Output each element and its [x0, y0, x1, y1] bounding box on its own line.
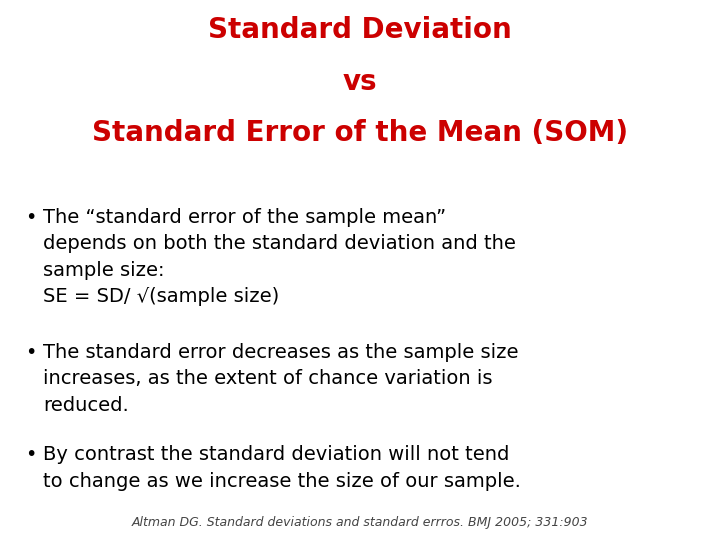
- Text: Standard Deviation: Standard Deviation: [208, 16, 512, 44]
- Text: Standard Error of the Mean (SOM): Standard Error of the Mean (SOM): [92, 119, 628, 147]
- Text: The standard error decreases as the sample size
increases, as the extent of chan: The standard error decreases as the samp…: [43, 343, 518, 415]
- Text: Altman DG. Standard deviations and standard errros. BMJ 2005; 331:903: Altman DG. Standard deviations and stand…: [132, 516, 588, 529]
- Text: The “standard error of the sample mean”
depends on both the standard deviation a: The “standard error of the sample mean” …: [43, 208, 516, 306]
- Text: •: •: [25, 343, 37, 362]
- Text: •: •: [25, 208, 37, 227]
- Text: vs: vs: [343, 68, 377, 96]
- Text: By contrast the standard deviation will not tend
to change as we increase the si: By contrast the standard deviation will …: [43, 446, 521, 491]
- Text: •: •: [25, 446, 37, 464]
